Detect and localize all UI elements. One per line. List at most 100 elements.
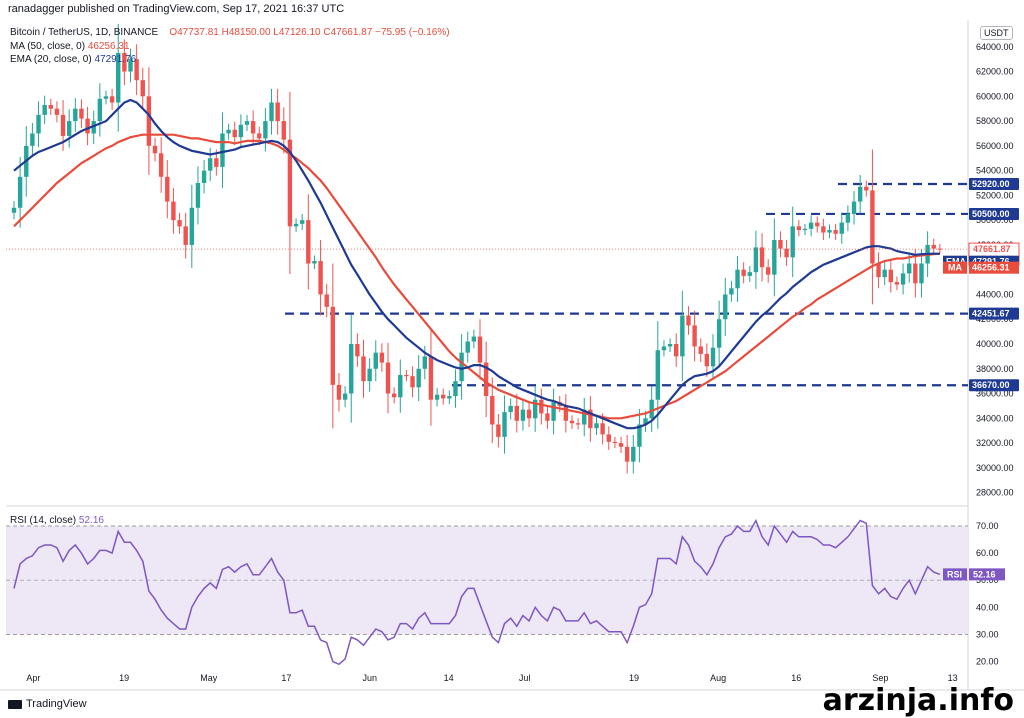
candle-body	[532, 399, 538, 419]
rsi-tick-label: 60.00	[976, 548, 999, 558]
candle-body	[103, 96, 109, 99]
currency-badge[interactable]: USDT	[980, 26, 1013, 40]
candle-body	[318, 261, 323, 295]
candle-body	[876, 263, 881, 278]
rsi-line	[13, 518, 941, 666]
candle-body	[778, 239, 783, 249]
rsi-tick-label: 20.00	[976, 657, 999, 667]
candle-body	[588, 409, 593, 429]
candle-body	[833, 230, 838, 234]
candle-body	[551, 402, 556, 421]
candle-body	[747, 272, 752, 276]
candle-body	[410, 376, 415, 388]
candle-body	[839, 222, 844, 234]
candle-body	[238, 124, 244, 138]
candle-body	[201, 170, 207, 183]
candle-body	[299, 220, 305, 224]
candle-body	[582, 409, 587, 425]
candle-body	[367, 368, 372, 382]
candle-body	[514, 405, 519, 421]
price-tick-label: 60000.00	[976, 91, 1014, 101]
time-tick-label: 19	[629, 673, 639, 683]
candle-body	[612, 441, 618, 444]
time-tick-label: 17	[281, 673, 291, 683]
price-tick-label: 30000.00	[976, 463, 1014, 473]
rsi-value: 52.16	[78, 515, 104, 526]
candle-body	[655, 350, 661, 400]
candle-body	[208, 158, 213, 171]
candle-body	[361, 356, 366, 382]
candle-body	[790, 226, 795, 258]
candle-body	[796, 226, 802, 231]
tradingview-brand: TradingView	[26, 698, 87, 710]
rsi-tick-label: 30.00	[976, 629, 999, 639]
candle-body	[42, 104, 47, 115]
tradingview-logo[interactable]: TradingView	[8, 698, 87, 710]
candle-body	[710, 347, 716, 367]
level-tag-bg	[969, 177, 1019, 190]
candle-body	[36, 114, 41, 134]
candle-body	[827, 230, 832, 233]
candle-body	[772, 239, 777, 275]
time-tick-label: May	[200, 673, 218, 683]
candle-body	[109, 96, 115, 103]
ohlc-values: O47737.81 H48150.00 L47126.10 C47661.87 …	[169, 27, 450, 38]
time-tick-label: 19	[119, 673, 129, 683]
candle-body	[244, 121, 250, 125]
price-tick-label: 44000.00	[976, 289, 1014, 299]
candle-body	[753, 247, 759, 273]
time-tick-label: 13	[948, 673, 958, 683]
candle-body	[735, 269, 740, 289]
candle-body	[226, 129, 231, 134]
candle-body	[60, 114, 66, 136]
candle-body	[674, 344, 679, 357]
candle-body	[122, 52, 127, 72]
candle-body	[453, 381, 458, 397]
price-tick-label: 56000.00	[976, 141, 1014, 151]
candle-body	[821, 226, 826, 233]
rsi-legend[interactable]: RSI (14, close) 52.16	[10, 515, 104, 526]
candle-body	[900, 273, 906, 285]
candle-body	[851, 201, 857, 214]
candle-body	[649, 399, 654, 419]
ema-value: 47291.76	[94, 54, 137, 65]
price-tick-label: 62000.00	[976, 67, 1014, 77]
price-tick-label: 52000.00	[976, 190, 1014, 200]
candle-body	[220, 133, 225, 167]
candle-body	[894, 282, 900, 285]
candle-body	[349, 344, 354, 394]
candle-body	[465, 341, 470, 353]
candle-body	[54, 108, 60, 115]
candle-body	[784, 248, 789, 258]
ema-tag-bg	[969, 255, 1019, 268]
candle-body	[434, 394, 440, 400]
candle-body	[11, 207, 17, 213]
candle-body	[17, 176, 23, 208]
rsi-tag-label: RSI	[947, 569, 962, 579]
level-tag-bg	[969, 307, 1019, 320]
candle-body	[704, 353, 710, 367]
candle-body	[48, 104, 53, 109]
ma-legend[interactable]: MA (50, close, 0) 46256.31	[10, 41, 130, 52]
candle-body	[508, 405, 513, 413]
candle-body	[79, 108, 84, 119]
symbol-ohlc-legend[interactable]: Bitcoin / TetherUS, 1D, BINANCE O47737.8…	[10, 27, 450, 38]
candle-body	[183, 226, 188, 245]
ma50-line	[13, 133, 940, 420]
candle-body	[189, 207, 195, 245]
candle-body	[661, 346, 667, 351]
symbol-name: Bitcoin / TetherUS, 1D, BINANCE	[10, 27, 159, 38]
price-tick-label: 54000.00	[976, 166, 1014, 176]
price-tick-label: 40000.00	[976, 339, 1014, 349]
ema-legend[interactable]: EMA (20, close, 0) 47291.76	[10, 54, 136, 65]
candle-body	[539, 399, 544, 414]
rsi-tick-label: 40.00	[976, 602, 999, 612]
candle-body	[385, 362, 391, 394]
candle-body	[618, 443, 624, 447]
level-tag-bg	[969, 207, 1019, 220]
candle-body	[857, 186, 863, 202]
candle-body	[152, 145, 158, 154]
candle-body	[428, 356, 434, 400]
